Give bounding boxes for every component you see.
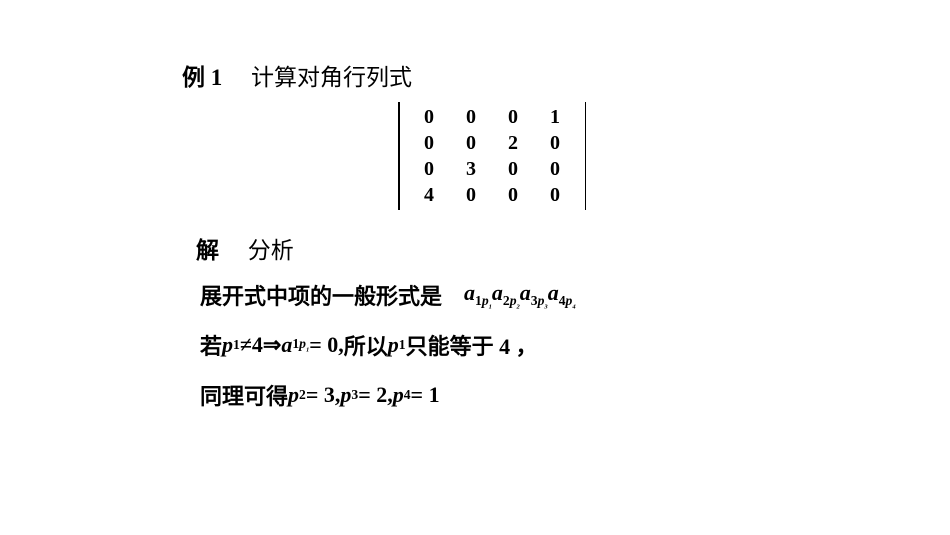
example-text: 计算对角行列式: [251, 65, 412, 90]
matrix-cell: 0: [450, 104, 492, 130]
matrix-cell: 0: [492, 182, 534, 208]
table-row: 4 0 0 0: [408, 182, 576, 208]
matrix-cell: 4: [408, 182, 450, 208]
determinant: 0 0 0 1 0 0 2 0 0 3 0 0 4: [182, 102, 802, 215]
expansion-text: 展开式中项的一般形式是: [200, 279, 442, 311]
similarly-text: 同理可得: [200, 379, 288, 411]
expansion-line: 展开式中项的一般形式是 a1p1a2p2a3p3a4p4: [200, 279, 802, 311]
matrix-cell: 0: [408, 104, 450, 130]
determinant-body: 0 0 0 1 0 0 2 0 0 3 0 0 4: [398, 102, 586, 210]
matrix-cell: 0: [534, 156, 576, 182]
so-text: 所以: [344, 329, 388, 361]
solution-heading: 解 分析: [196, 231, 802, 265]
matrix-cell: 1: [534, 104, 576, 130]
neq-symbol: ≠: [240, 332, 252, 358]
general-term: a1p1a2p2a3p3a4p4: [464, 280, 576, 310]
solution-label: 解: [196, 238, 219, 263]
matrix-cell: 2: [492, 130, 534, 156]
matrix-cell: 0: [408, 156, 450, 182]
solution-subtext: 分析: [248, 238, 294, 263]
table-row: 0 3 0 0: [408, 156, 576, 182]
example-label: 例 1: [182, 65, 222, 90]
matrix-cell: 0: [534, 182, 576, 208]
if-text: 若: [200, 329, 222, 361]
matrix-cell: 0: [492, 104, 534, 130]
table-row: 0 0 0 1: [408, 104, 576, 130]
matrix-table: 0 0 0 1 0 0 2 0 0 3 0 0 4: [408, 104, 576, 208]
condition-line: 若 p1 ≠ 4 ⇒ a1p1 = 0, 所以 p1 只能等于 4 ，: [200, 329, 802, 361]
table-row: 0 0 2 0: [408, 130, 576, 156]
tail-text: 只能等于 4 ，: [406, 329, 538, 361]
example-title: 例 1 计算对角行列式: [182, 58, 802, 92]
similarly-line: 同理可得 p2 = 3, p3 = 2, p4 = 1: [200, 379, 802, 411]
matrix-cell: 0: [450, 130, 492, 156]
matrix-cell: 3: [450, 156, 492, 182]
matrix-cell: 0: [450, 182, 492, 208]
matrix-cell: 0: [534, 130, 576, 156]
slide-content: 例 1 计算对角行列式 0 0 0 1 0 0 2 0 0: [182, 58, 802, 429]
matrix-cell: 0: [492, 156, 534, 182]
implies-symbol: ⇒: [263, 332, 281, 358]
matrix-cell: 0: [408, 130, 450, 156]
